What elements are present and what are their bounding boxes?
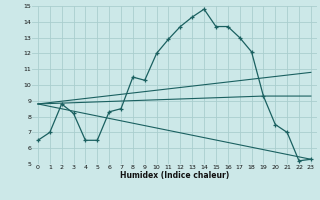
X-axis label: Humidex (Indice chaleur): Humidex (Indice chaleur) <box>120 171 229 180</box>
